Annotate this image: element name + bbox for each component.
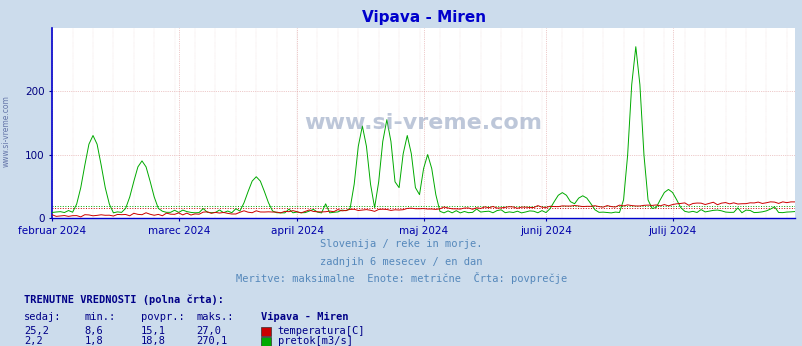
Text: sedaj:: sedaj: bbox=[24, 312, 62, 322]
Title: Vipava - Miren: Vipava - Miren bbox=[361, 10, 485, 25]
Text: www.si-vreme.com: www.si-vreme.com bbox=[304, 113, 542, 133]
Text: 18,8: 18,8 bbox=[140, 336, 165, 346]
Text: Vipava - Miren: Vipava - Miren bbox=[261, 312, 348, 322]
Text: 27,0: 27,0 bbox=[196, 326, 221, 336]
Text: 8,6: 8,6 bbox=[84, 326, 103, 336]
Text: pretok[m3/s]: pretok[m3/s] bbox=[277, 336, 352, 346]
Text: zadnjih 6 mesecev / en dan: zadnjih 6 mesecev / en dan bbox=[320, 257, 482, 267]
Text: 1,8: 1,8 bbox=[84, 336, 103, 346]
Text: 15,1: 15,1 bbox=[140, 326, 165, 336]
Text: temperatura[C]: temperatura[C] bbox=[277, 326, 365, 336]
Text: Slovenija / reke in morje.: Slovenija / reke in morje. bbox=[320, 239, 482, 249]
Text: www.si-vreme.com: www.si-vreme.com bbox=[2, 95, 11, 167]
Text: min.:: min.: bbox=[84, 312, 115, 322]
Text: TRENUTNE VREDNOSTI (polna črta):: TRENUTNE VREDNOSTI (polna črta): bbox=[24, 294, 224, 305]
Text: maks.:: maks.: bbox=[196, 312, 234, 322]
Text: Meritve: maksimalne  Enote: metrične  Črta: povprečje: Meritve: maksimalne Enote: metrične Črta… bbox=[236, 272, 566, 284]
Text: 2,2: 2,2 bbox=[24, 336, 43, 346]
Text: 270,1: 270,1 bbox=[196, 336, 228, 346]
Text: 25,2: 25,2 bbox=[24, 326, 49, 336]
Text: povpr.:: povpr.: bbox=[140, 312, 184, 322]
